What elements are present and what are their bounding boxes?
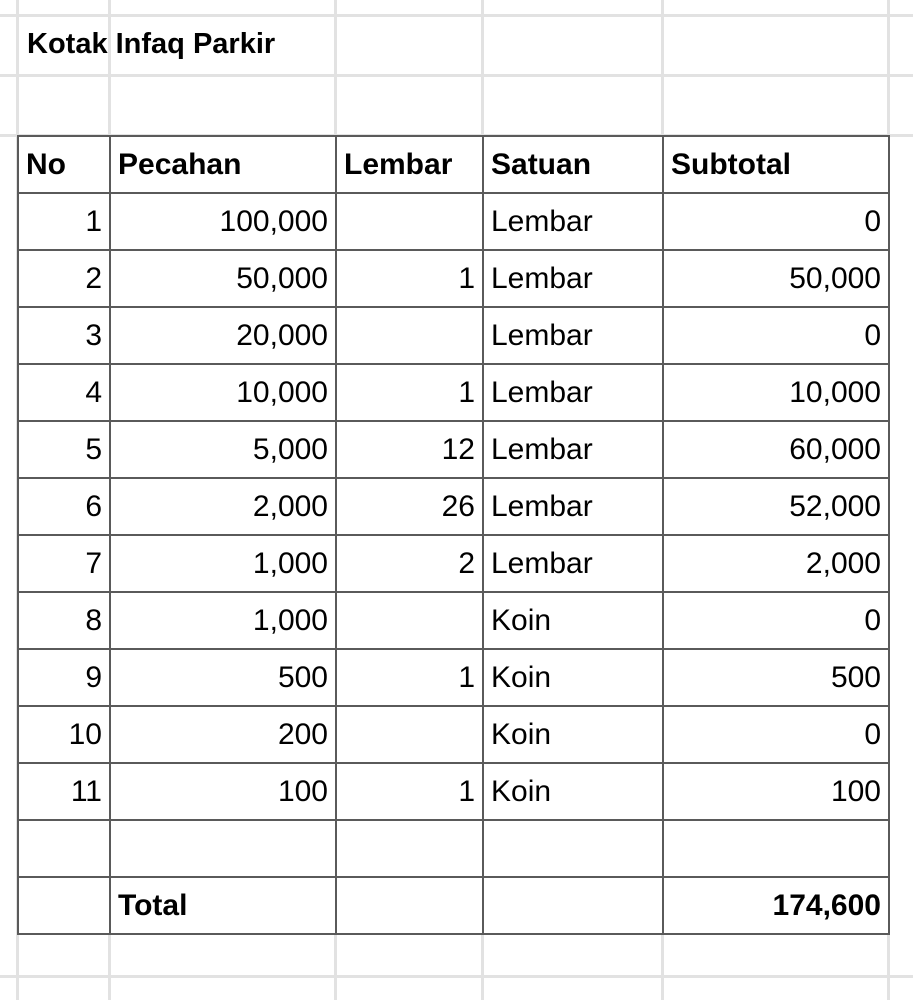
cell-satuan[interactable]: Lembar [482, 249, 664, 308]
cell-subtotal[interactable]: 60,000 [662, 420, 890, 479]
cell-pecahan[interactable]: 100 [109, 762, 337, 821]
header-satuan[interactable]: Satuan [482, 135, 664, 194]
cell-no[interactable]: 5 [17, 420, 111, 479]
cell-lembar[interactable]: 1 [335, 762, 484, 821]
cell-pecahan[interactable]: 20,000 [109, 306, 337, 365]
total-lembar-cell[interactable] [335, 876, 484, 935]
cell-pecahan[interactable]: 500 [109, 648, 337, 707]
cell-subtotal[interactable]: 0 [662, 591, 890, 650]
table-row: 4 10,000 1 Lembar 10,000 [17, 363, 890, 422]
cell-satuan[interactable]: Koin [482, 705, 664, 764]
cell-pecahan[interactable]: 10,000 [109, 363, 337, 422]
header-subtotal[interactable]: Subtotal [662, 135, 890, 194]
cell-subtotal[interactable]: 0 [662, 192, 890, 251]
cell-lembar[interactable]: 2 [335, 534, 484, 593]
sheet-title[interactable]: Kotak Infaq Parkir [27, 28, 276, 60]
cell-lembar[interactable] [335, 306, 484, 365]
cell-lembar[interactable]: 1 [335, 648, 484, 707]
cell-subtotal[interactable]: 50,000 [662, 249, 890, 308]
header-no[interactable]: No [17, 135, 111, 194]
cell-satuan[interactable]: Lembar [482, 192, 664, 251]
cell-subtotal[interactable]: 10,000 [662, 363, 890, 422]
header-row: No Pecahan Lembar Satuan Subtotal [17, 135, 890, 194]
cell-satuan[interactable]: Lembar [482, 420, 664, 479]
table-row: 11 100 1 Koin 100 [17, 762, 890, 821]
cell-lembar[interactable] [335, 705, 484, 764]
cell-satuan[interactable]: Lembar [482, 363, 664, 422]
cell-pecahan[interactable]: 100,000 [109, 192, 337, 251]
cell-satuan[interactable]: Koin [482, 762, 664, 821]
cell-pecahan[interactable]: 1,000 [109, 591, 337, 650]
header-pecahan[interactable]: Pecahan [109, 135, 337, 194]
denomination-table: No Pecahan Lembar Satuan Subtotal 1 100,0… [17, 135, 890, 935]
cell-lembar[interactable]: 12 [335, 420, 484, 479]
table-row: 7 1,000 2 Lembar 2,000 [17, 534, 890, 593]
table-row: 8 1,000 Koin 0 [17, 591, 890, 650]
cell-no[interactable]: 1 [17, 192, 111, 251]
cell-subtotal[interactable]: 0 [662, 705, 890, 764]
total-no-cell[interactable] [17, 876, 111, 935]
cell-subtotal[interactable]: 2,000 [662, 534, 890, 593]
cell-satuan[interactable]: Koin [482, 591, 664, 650]
cell-subtotal[interactable]: 52,000 [662, 477, 890, 536]
cell-no[interactable]: 6 [17, 477, 111, 536]
cell-lembar[interactable]: 1 [335, 363, 484, 422]
table-row: 6 2,000 26 Lembar 52,000 [17, 477, 890, 536]
cell-satuan[interactable]: Lembar [482, 477, 664, 536]
table-row: 5 5,000 12 Lembar 60,000 [17, 420, 890, 479]
cell-lembar[interactable] [335, 192, 484, 251]
cell-pecahan[interactable]: 2,000 [109, 477, 337, 536]
cell-satuan[interactable]: Koin [482, 648, 664, 707]
blank-row [17, 819, 890, 878]
table-row: 3 20,000 Lembar 0 [17, 306, 890, 365]
table-row: 10 200 Koin 0 [17, 705, 890, 764]
cell-no[interactable]: 11 [17, 762, 111, 821]
total-row: Total 174,600 [17, 876, 890, 935]
cell-no[interactable]: 4 [17, 363, 111, 422]
cell-pecahan[interactable]: 50,000 [109, 249, 337, 308]
total-label[interactable]: Total [109, 876, 337, 935]
cell-subtotal[interactable]: 500 [662, 648, 890, 707]
table-row: 2 50,000 1 Lembar 50,000 [17, 249, 890, 308]
total-satuan-cell[interactable] [482, 876, 664, 935]
cell-no[interactable]: 2 [17, 249, 111, 308]
cell-satuan[interactable]: Lembar [482, 534, 664, 593]
cell-no[interactable]: 8 [17, 591, 111, 650]
total-value[interactable]: 174,600 [662, 876, 890, 935]
cell-lembar[interactable]: 1 [335, 249, 484, 308]
header-lembar[interactable]: Lembar [335, 135, 484, 194]
table-row: 1 100,000 Lembar 0 [17, 192, 890, 251]
cell-satuan[interactable]: Lembar [482, 306, 664, 365]
cell-no[interactable]: 3 [17, 306, 111, 365]
cell-lembar[interactable] [335, 591, 484, 650]
cell-no[interactable]: 9 [17, 648, 111, 707]
cell-subtotal[interactable]: 100 [662, 762, 890, 821]
cell-lembar[interactable]: 26 [335, 477, 484, 536]
cell-pecahan[interactable]: 200 [109, 705, 337, 764]
cell-no[interactable]: 7 [17, 534, 111, 593]
cell-no[interactable]: 10 [17, 705, 111, 764]
table-row: 9 500 1 Koin 500 [17, 648, 890, 707]
cell-pecahan[interactable]: 1,000 [109, 534, 337, 593]
cell-pecahan[interactable]: 5,000 [109, 420, 337, 479]
cell-subtotal[interactable]: 0 [662, 306, 890, 365]
